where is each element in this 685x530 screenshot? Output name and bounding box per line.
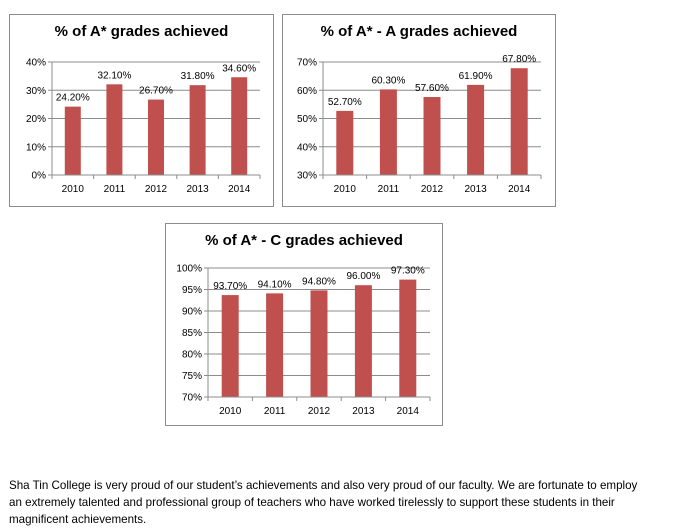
x-tick-label: 2011 <box>378 184 400 195</box>
y-tick-label: 90% <box>182 307 202 318</box>
chart-plot: 70% 75% 80% 85% 90% 95% 100% 2010 93.70% 2011 94.1… <box>176 264 431 417</box>
data-label: 61.90% <box>459 71 493 82</box>
x-tick-label: 2013 <box>352 406 375 417</box>
data-label: 32.10% <box>97 70 131 81</box>
data-label: 97.30% <box>391 266 425 277</box>
x-tick-label: 2014 <box>228 184 251 195</box>
chart-title: % of A* grades achieved <box>54 23 229 40</box>
data-label: 60.30% <box>371 75 405 86</box>
data-label: 94.10% <box>258 279 292 290</box>
x-tick-label: 2012 <box>308 406 331 417</box>
chart-title: % of A* - C grades achieved <box>205 232 403 249</box>
bar <box>336 110 354 175</box>
y-tick-label: 30% <box>26 86 46 97</box>
y-tick-label: 75% <box>182 371 202 382</box>
y-tick-label: 40% <box>297 142 317 153</box>
y-tick-label: 80% <box>182 350 202 361</box>
chart-plot: 30% 40% 50% 60% 70% 2010 52.70% 2011 60.30% 2012 5… <box>297 54 542 195</box>
bar <box>189 85 206 175</box>
y-tick-label: 20% <box>26 114 46 125</box>
chart-a-star-c: % of A* - C grades achieved 70% 75% 80% 85%… <box>165 223 443 426</box>
y-tick-label: 0% <box>32 171 47 182</box>
x-tick-label: 2010 <box>219 406 242 417</box>
data-label: 93.70% <box>213 281 247 292</box>
x-tick-label: 2013 <box>186 184 209 195</box>
bar <box>379 89 397 175</box>
y-tick-label: 100% <box>176 264 202 275</box>
y-tick-label: 70% <box>182 393 202 404</box>
chart-title: % of A* - A grades achieved <box>320 23 518 40</box>
y-tick-label: 85% <box>182 328 202 339</box>
bar <box>148 99 164 175</box>
x-tick-label: 2012 <box>421 184 444 195</box>
y-tick-label: 95% <box>182 285 202 296</box>
bar <box>399 279 417 397</box>
y-tick-label: 40% <box>26 58 46 69</box>
bar <box>221 295 239 397</box>
chart-plot: 0% 10% 20% 30% 40% 2010 24.20% 2011 32.10% 2012 26… <box>26 58 261 195</box>
y-tick-label: 60% <box>297 86 317 97</box>
data-label: 52.70% <box>328 97 362 108</box>
bar <box>510 68 528 175</box>
x-tick-label: 2011 <box>264 406 286 417</box>
x-tick-label: 2012 <box>145 184 168 195</box>
x-tick-label: 2014 <box>508 184 531 195</box>
y-tick-label: 50% <box>297 114 317 125</box>
caption-text: Sha Tin College is very proud of our stu… <box>9 479 638 526</box>
bar <box>354 285 372 397</box>
data-label: 34.60% <box>222 63 256 74</box>
x-tick-label: 2014 <box>397 406 420 417</box>
data-label: 67.80% <box>502 54 536 65</box>
data-label: 57.60% <box>415 83 449 94</box>
bar <box>310 290 328 397</box>
bar <box>231 77 248 175</box>
y-tick-label: 10% <box>26 142 46 153</box>
bar <box>266 293 284 397</box>
bar <box>106 84 123 175</box>
x-tick-label: 2013 <box>464 184 487 195</box>
x-tick-label: 2010 <box>62 184 85 195</box>
chart-a-star: % of A* grades achieved 0% 10% 20% 30% 40% 20… <box>9 14 274 207</box>
data-label: 24.20% <box>56 93 90 104</box>
bar <box>64 106 81 175</box>
data-label: 26.70% <box>139 86 173 97</box>
data-label: 96.00% <box>346 271 380 282</box>
bar <box>423 97 441 175</box>
bar <box>467 84 485 175</box>
x-tick-label: 2010 <box>334 184 357 195</box>
y-tick-label: 70% <box>297 58 317 69</box>
data-label: 94.80% <box>302 276 336 287</box>
y-tick-label: 30% <box>297 171 317 182</box>
data-label: 31.80% <box>181 71 215 82</box>
chart-a-star-a: % of A* - A grades achieved 30% 40% 50% 60%… <box>282 14 556 207</box>
x-tick-label: 2011 <box>104 184 126 195</box>
